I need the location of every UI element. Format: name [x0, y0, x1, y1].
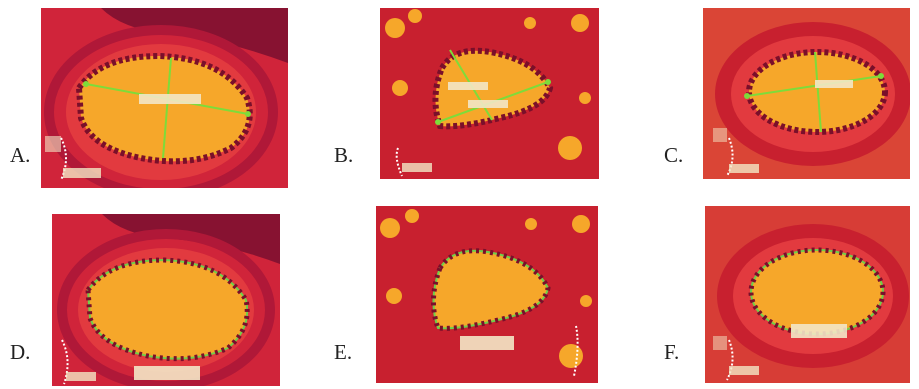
panel-label-c: C.: [664, 143, 684, 167]
micrograph-f-image: [705, 206, 910, 383]
micrograph-d: [52, 214, 280, 386]
micrograph-b: [380, 8, 599, 179]
micrograph-c: [703, 8, 910, 179]
micrograph-b-image: [380, 8, 599, 179]
panel-label-d: D.: [10, 340, 31, 364]
micrograph-a-image: [41, 8, 288, 188]
panel-label-b: B.: [334, 143, 354, 167]
panel-label-a: A.: [10, 143, 31, 167]
panel-label-e: E.: [334, 340, 353, 364]
micrograph-a: [41, 8, 288, 188]
micrograph-e: [376, 206, 598, 383]
panel-label-f: F.: [664, 340, 680, 364]
micrograph-f: [705, 206, 910, 383]
micrograph-e-image: [376, 206, 598, 383]
micrograph-d-image: [52, 214, 280, 386]
micrograph-c-image: [703, 8, 910, 179]
